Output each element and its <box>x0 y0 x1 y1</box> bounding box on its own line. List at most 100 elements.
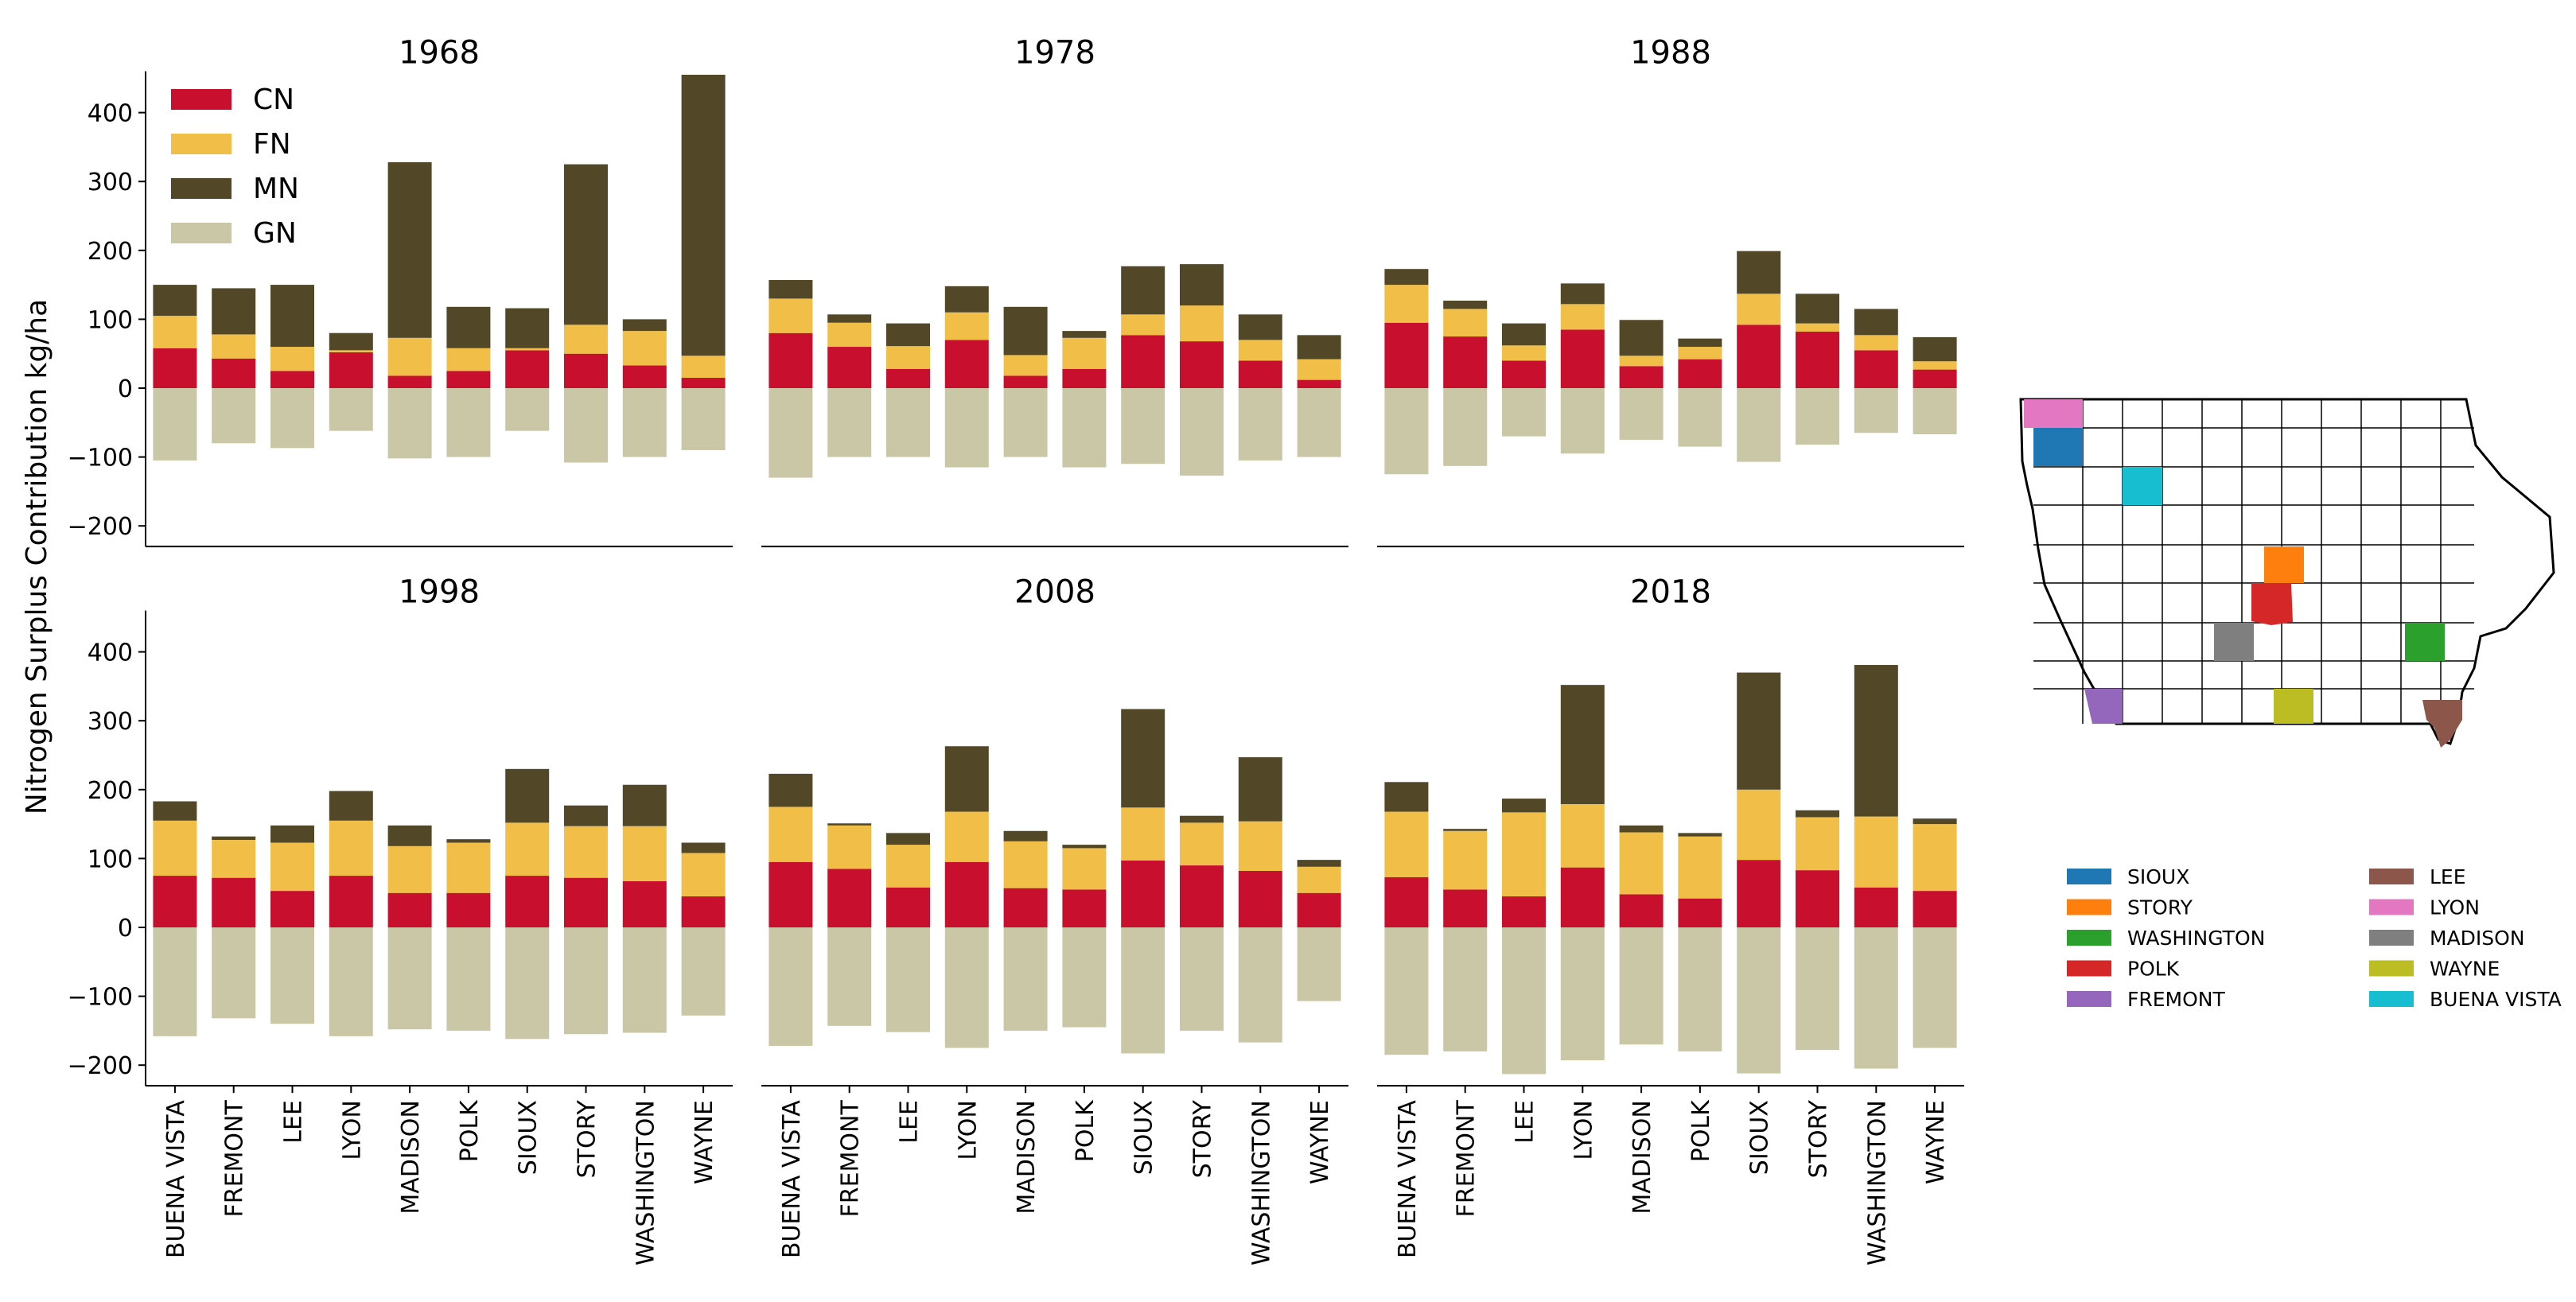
panel-2018: 2018 BUENA VISTA FREMONT LEE LYON MADISON POLK… <box>1377 574 1964 1265</box>
bar-CN-madison <box>387 892 432 927</box>
bar-GN-polk <box>446 927 491 1031</box>
bar-CN-polk <box>1062 889 1107 927</box>
bar-CN-madison <box>1619 894 1664 927</box>
bar-CN-polk <box>446 371 491 388</box>
bar-CN-story <box>1180 341 1224 388</box>
map-legend-label: LYON <box>2430 896 2480 919</box>
panel-2008: 2008 BUENA VISTA FREMONT LEE LYON MADISON POLK… <box>761 574 1348 1265</box>
bar-FN-sioux <box>1737 293 1781 325</box>
panel-1968: 1968 −200 −100 0 100 200 300 400 <box>68 35 733 548</box>
x-tick-label: MADISON <box>1013 1100 1041 1214</box>
county-story <box>2264 546 2304 583</box>
bar-GN-story <box>1180 388 1224 476</box>
county-polk <box>2251 583 2293 625</box>
y-tick-label: −100 <box>68 984 133 1012</box>
bar-GN-polk <box>1678 927 1722 1051</box>
bar-GN-sioux <box>1121 927 1165 1054</box>
bar-FN-lee <box>1502 345 1546 361</box>
bar-FN-polk <box>446 348 491 371</box>
x-tick-label: WASHINGTON <box>1247 1100 1275 1265</box>
bar-FN-buena-vista <box>1384 811 1429 877</box>
bar-MN-madison <box>387 161 432 338</box>
legend-swatch-GN <box>171 223 232 243</box>
x-tick-label: SIOUX <box>1130 1100 1158 1175</box>
bar-FN-madison <box>387 337 432 376</box>
county-sioux <box>2033 428 2083 466</box>
bar-MN-washington <box>622 319 667 332</box>
bar-GN-wayne <box>681 388 726 450</box>
map-legend-swatch <box>2067 991 2111 1007</box>
bar-FN-lee <box>886 346 930 369</box>
bar-CN-wayne <box>681 896 726 927</box>
bar-GN-fremont <box>1443 927 1488 1051</box>
bar-CN-fremont <box>827 347 872 388</box>
y-tick-label: 200 <box>88 238 133 266</box>
bar-GN-lee <box>886 388 930 457</box>
bar-GN-lee <box>1502 388 1546 437</box>
bar-CN-sioux <box>505 350 550 388</box>
bar-GN-lee <box>886 927 930 1032</box>
bar-FN-lee <box>1502 812 1546 897</box>
bar-GN-washington <box>622 388 667 457</box>
bar-GN-fremont <box>1443 388 1488 466</box>
bar-FN-polk <box>1062 848 1107 890</box>
bar-CN-madison <box>1003 375 1048 388</box>
bar-CN-sioux <box>1737 860 1781 927</box>
bar-MN-sioux <box>505 308 550 348</box>
bar-GN-madison <box>1619 927 1664 1045</box>
bar-GN-sioux <box>1737 388 1781 462</box>
bar-CN-madison <box>1619 366 1664 388</box>
x-tick-label: LEE <box>1512 1100 1539 1144</box>
bar-FN-lee <box>270 347 314 371</box>
bar-MN-story <box>1796 810 1839 818</box>
bar-CN-buena-vista <box>769 332 813 388</box>
legend-label-FN: FN <box>253 128 291 161</box>
bar-FN-story <box>564 826 608 878</box>
bar-MN-madison <box>1619 320 1664 356</box>
bar-MN-buena-vista <box>769 773 813 807</box>
x-tick-label: SIOUX <box>1746 1100 1774 1175</box>
bar-GN-lyon <box>329 388 373 431</box>
y-tick-label: 300 <box>88 169 133 196</box>
bar-GN-washington <box>622 927 667 1033</box>
bar-FN-madison <box>1003 355 1048 376</box>
bar-CN-lyon <box>329 352 373 388</box>
x-tick-label: STORY <box>574 1100 601 1179</box>
map-legend-swatch <box>2067 869 2111 884</box>
bar-MN-story <box>564 805 608 826</box>
map-legend-swatch <box>2067 930 2111 946</box>
legend-swatch-MN <box>171 178 232 199</box>
y-tick-label: 400 <box>88 100 133 128</box>
bar-GN-buena-vista <box>1384 927 1429 1055</box>
bar-MN-fremont <box>212 836 256 841</box>
y-tick-label: −200 <box>68 513 133 541</box>
bar-GN-buena-vista <box>769 927 813 1046</box>
bar-CN-story <box>564 877 608 927</box>
bar-GN-madison <box>1619 388 1664 440</box>
bar-FN-madison <box>1619 832 1664 895</box>
bar-FN-sioux <box>1737 789 1781 861</box>
bar-FN-story <box>1180 305 1224 342</box>
bar-GN-sioux <box>1737 927 1781 1074</box>
bar-GN-story <box>1180 927 1224 1031</box>
panel-1998: 1998 BUENA VISTA FREMONT LEE LYON MADISON POLK… <box>68 574 733 1265</box>
bar-CN-wayne <box>681 378 726 388</box>
bar-MN-lee <box>886 833 930 845</box>
map-legend-swatch <box>2369 930 2414 946</box>
bar-MN-wayne <box>681 74 726 356</box>
bar-FN-story <box>1796 323 1839 332</box>
bar-FN-madison <box>1003 841 1048 888</box>
bar-MN-wayne <box>1913 818 1957 825</box>
map-legend-swatch <box>2369 960 2414 977</box>
x-tick-label: LYON <box>954 1100 982 1160</box>
bar-MN-madison <box>1003 830 1048 841</box>
bar-MN-lyon <box>1560 283 1605 305</box>
bar-CN-buena-vista <box>153 348 197 388</box>
bar-FN-story <box>1796 817 1839 871</box>
bar-CN-wayne <box>1297 892 1341 927</box>
bar-MN-madison <box>387 825 432 846</box>
bar-GN-buena-vista <box>1384 388 1429 475</box>
iowa-county-map <box>2019 398 2555 748</box>
bar-FN-polk <box>446 842 491 893</box>
panel-1978: 1978 <box>761 35 1348 548</box>
